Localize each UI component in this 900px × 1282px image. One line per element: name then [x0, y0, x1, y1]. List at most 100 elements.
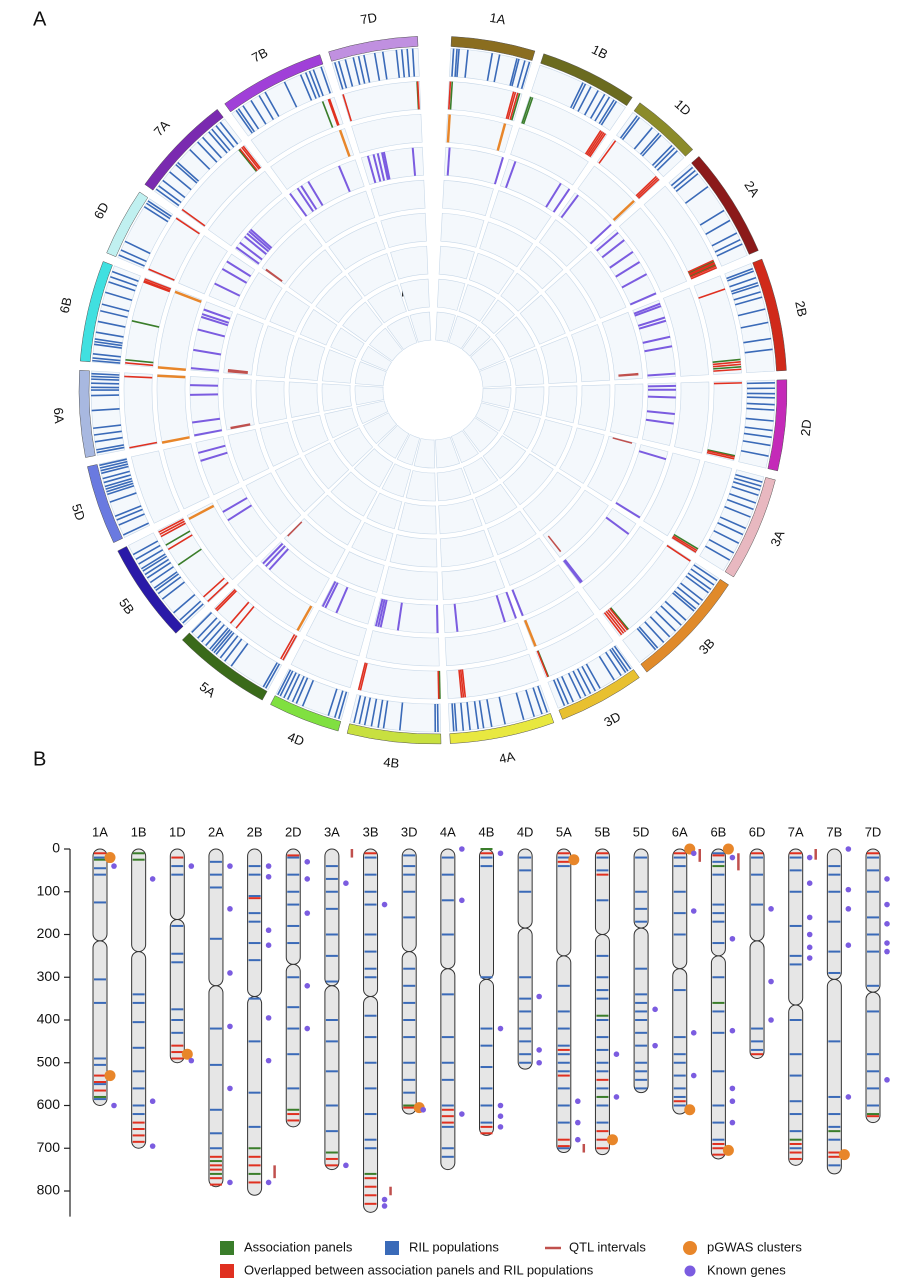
ril-track-mark	[619, 115, 638, 139]
qtl-track-mark	[612, 437, 633, 444]
overlap-track-mark	[689, 262, 716, 276]
ril-track-mark	[684, 185, 709, 204]
track-background	[494, 316, 536, 358]
track-background	[304, 442, 350, 490]
track-background	[381, 463, 412, 498]
track-background	[462, 457, 499, 494]
pgwas-track-mark	[296, 605, 313, 632]
track-background	[503, 410, 541, 450]
legend-label: pGWAS clusters	[707, 1239, 802, 1254]
genes-track-mark	[235, 246, 260, 265]
genes-track-mark	[511, 589, 524, 617]
overlap-track-mark	[605, 610, 625, 634]
known-gene	[845, 846, 852, 852]
track-background	[322, 349, 357, 384]
track-background	[618, 207, 688, 293]
genes-track-mark	[197, 328, 226, 338]
ril-track-mark	[250, 100, 267, 125]
chromosome-arm	[594, 848, 610, 935]
track-background	[447, 81, 523, 122]
ril-track-mark	[724, 505, 751, 518]
ril-track-mark	[532, 687, 543, 715]
genes-track-mark	[596, 231, 619, 252]
track-background	[531, 419, 573, 467]
y-tick-label: 300	[37, 968, 61, 984]
track-background	[443, 147, 504, 185]
chromosome-label: 6A	[672, 824, 688, 839]
known-gene	[497, 1113, 504, 1119]
ril-track-mark	[97, 320, 126, 328]
track-background	[360, 345, 392, 372]
genes-track-mark	[644, 345, 673, 353]
overlap-track-mark	[282, 635, 298, 661]
chromosome-arc	[752, 258, 787, 372]
chromosome-arc	[270, 695, 342, 732]
chromosome-arm	[169, 919, 185, 1064]
ril-track-mark	[525, 689, 535, 717]
known-gene	[188, 863, 195, 869]
ril-track-mark	[687, 572, 712, 591]
ril-track-mark	[153, 571, 178, 589]
chromosome-label: 3B	[696, 635, 718, 657]
known-gene	[884, 1077, 890, 1083]
track-background	[328, 221, 386, 270]
association-track-mark	[131, 320, 160, 328]
overlap-track-mark	[712, 361, 741, 366]
track-background	[601, 311, 643, 381]
ril-track-mark	[726, 498, 754, 511]
genes-track-mark	[307, 180, 324, 207]
ril-track-mark	[478, 700, 485, 729]
ril-track-mark	[735, 473, 763, 483]
known-gene	[845, 906, 852, 912]
association-track-mark	[165, 530, 191, 546]
track-background	[341, 80, 422, 122]
ril-track-mark	[169, 171, 192, 191]
pgwas-cluster	[181, 1048, 193, 1060]
track-background	[462, 417, 499, 453]
ril-track-mark	[155, 573, 179, 591]
overlap-track-mark	[159, 520, 185, 536]
track-background	[596, 138, 661, 200]
ril-track-mark	[636, 627, 657, 651]
overlap-track-mark	[175, 217, 200, 235]
known-gene	[806, 880, 813, 886]
track-background	[377, 424, 410, 459]
track-background	[489, 190, 552, 240]
track-background	[520, 96, 608, 159]
chromosome-arm	[92, 940, 108, 1106]
ril-track-mark	[312, 69, 324, 97]
ril-track-mark	[451, 703, 455, 732]
ril-track-mark	[104, 477, 132, 488]
overlap-track-mark	[458, 669, 463, 698]
genes-track-mark	[605, 516, 630, 535]
track-background	[283, 518, 346, 575]
chromosome-label: 3B	[363, 824, 379, 839]
ril-track-mark	[746, 407, 775, 411]
track-background	[641, 382, 677, 446]
track-background	[342, 301, 383, 343]
chromosome-arm	[440, 968, 456, 1171]
chromosome-arc	[558, 669, 640, 720]
ril-track-mark	[744, 348, 773, 354]
known-gene	[265, 1057, 272, 1064]
chromosome-label: 7B	[249, 45, 270, 66]
known-gene	[729, 1027, 736, 1034]
genes-track-mark	[495, 595, 506, 623]
ril-track-mark	[291, 675, 305, 703]
ril-track-mark	[464, 49, 469, 78]
track-background	[380, 212, 427, 249]
track-background	[245, 472, 302, 535]
ril-track-mark	[377, 699, 384, 728]
genes-track-mark	[377, 599, 386, 627]
genes-track-mark	[634, 305, 662, 317]
ril-track-mark	[118, 254, 145, 267]
chromosome-label: 3D	[601, 709, 623, 730]
ril-track-mark	[664, 600, 687, 621]
known-gene	[265, 863, 272, 869]
pgwas-cluster	[104, 1070, 116, 1082]
ril-track-mark	[746, 381, 775, 385]
ril-track-mark	[144, 558, 170, 576]
qtl-track-mark	[230, 423, 251, 430]
known-gene	[690, 1072, 697, 1079]
overlap-track-mark	[216, 590, 237, 612]
